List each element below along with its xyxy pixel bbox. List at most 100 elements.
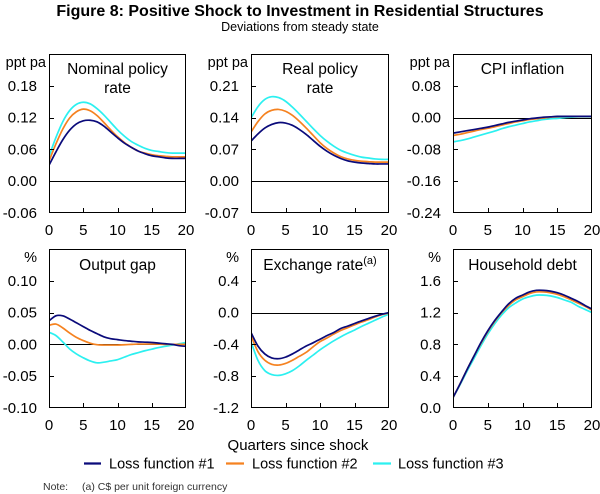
y-tick-label: 0.14 (210, 110, 239, 127)
y-unit-label: % (428, 250, 441, 266)
legend-label-loss-function-2: Loss function #2 (252, 457, 358, 473)
panel-title: CPI inflation (481, 61, 565, 78)
y-tick-label: 0.4 (218, 273, 239, 290)
line-exchange-rate-loss-function-2 (251, 312, 389, 366)
plot-frame-cpi-inflation (453, 54, 592, 213)
panel-exchange-rate: -1.2 -0.8 -0.4 0.0 0.4 0 5 10 15 20% Exchange rate… (213, 249, 398, 434)
line-cpi-inflation-loss-function-3 (453, 115, 592, 143)
y-tick-label: -0.07 (205, 205, 239, 222)
panel-title: rate (104, 80, 131, 97)
panel-title-text: Exchange rate (263, 257, 363, 274)
y-unit-label: % (226, 250, 239, 266)
y-unit-label: ppt pa (410, 55, 451, 71)
y-tick-label: -0.8 (213, 368, 239, 385)
y-unit-label: ppt pa (208, 55, 249, 71)
note-text: (a) C$ per unit foreign currency (82, 481, 228, 493)
y-tick-label: 0.05 (8, 305, 37, 322)
panel-household-debt: 0.0 0.4 0.8 1.2 1.6 0 5 10 15 20% Household debt (420, 249, 600, 434)
x-tick-label: 5 (484, 222, 492, 239)
x-tick-label: 20 (584, 417, 600, 434)
x-tick-label: 0 (449, 222, 457, 239)
x-tick-label: 5 (484, 417, 492, 434)
panel-nominal-policy-rate: -0.06 0.00 0.06 0.12 0.18 0 5 10 15 20 ppt pa Nomin… (3, 54, 195, 239)
y-tick-label: -0.06 (3, 205, 37, 222)
figure-subtitle: Deviations from steady state (221, 20, 379, 34)
y-tick-label: 0.00 (412, 110, 441, 127)
footnote-marker: (a) (363, 255, 376, 267)
x-tick-label: 15 (346, 222, 363, 239)
line-output-gap-loss-function-3 (49, 331, 186, 364)
x-tick-label: 15 (549, 222, 566, 239)
panel-title: Nominal policy (67, 61, 168, 78)
x-axis-label: Quarters since shock (228, 437, 369, 454)
y-tick-label: 0.00 (210, 173, 239, 190)
legend-label-loss-function-1: Loss function #1 (109, 457, 215, 473)
x-tick-label: 10 (514, 417, 531, 434)
x-tick-label: 10 (109, 222, 126, 239)
y-tick-label: 0.21 (210, 78, 239, 95)
x-tick-label: 10 (109, 417, 126, 434)
x-tick-label: 10 (312, 222, 329, 239)
line-real-policy-rate-loss-function-2 (251, 108, 389, 164)
line-exchange-rate-loss-function-3 (251, 313, 389, 377)
x-tick-label: 15 (143, 222, 160, 239)
y-tick-label: 0.10 (8, 273, 37, 290)
y-tick-label: 1.6 (420, 273, 441, 290)
x-tick-label: 15 (346, 417, 363, 434)
line-real-policy-rate-loss-function-1 (251, 121, 389, 165)
y-tick-label: -0.10 (3, 400, 37, 417)
panel-title: Exchange rate(a) (263, 255, 376, 274)
x-tick-label: 0 (45, 222, 53, 239)
panel-title: Household debt (468, 257, 577, 274)
x-tick-label: 20 (178, 222, 195, 239)
y-tick-label: 0.00 (8, 336, 37, 353)
y-tick-label: 0.18 (8, 78, 37, 95)
y-tick-label: -0.16 (407, 173, 441, 190)
panel-real-policy-rate: -0.07 0.00 0.07 0.14 0.21 0 5 10 15 20 ppt pa Real … (205, 54, 397, 239)
y-tick-label: -0.05 (3, 368, 37, 385)
x-tick-label: 5 (281, 417, 289, 434)
y-tick-label: 0.08 (412, 78, 441, 95)
x-tick-label: 20 (584, 222, 600, 239)
panel-cpi-inflation: -0.24 -0.16 -0.08 0.00 0.08 0 5 10 15 20 ppt pa CPI… (407, 54, 600, 239)
y-tick-label: 0.12 (8, 110, 37, 127)
y-tick-label: 0.4 (420, 368, 441, 385)
line-household-debt-loss-function-1 (453, 289, 592, 399)
x-tick-label: 0 (247, 417, 255, 434)
figure-title: Figure 8: Positive Shock to Investment i… (56, 3, 543, 20)
x-tick-label: 5 (79, 222, 87, 239)
y-tick-label: 0.0 (218, 305, 239, 322)
y-tick-label: -0.24 (407, 205, 441, 222)
panel-title: Output gap (79, 257, 156, 274)
line-exchange-rate-loss-function-1 (251, 311, 389, 360)
line-household-debt-loss-function-3 (453, 294, 592, 399)
plot-frame-output-gap (49, 249, 186, 408)
x-tick-label: 5 (281, 222, 289, 239)
plot-frame-nominal-policy-rate (49, 54, 186, 213)
line-output-gap-loss-function-1 (49, 314, 186, 348)
line-cpi-inflation-loss-function-1 (453, 115, 592, 134)
x-tick-label: 0 (247, 222, 255, 239)
line-nominal-policy-rate-loss-function-1 (49, 119, 186, 167)
panel-output-gap: -0.10 -0.05 0.00 0.05 0.10 0 5 10 15 20% Output ga… (3, 249, 195, 434)
x-tick-label: 20 (178, 417, 195, 434)
legend: Loss function #1 Loss function #2 Loss f… (84, 457, 504, 473)
x-tick-label: 0 (45, 417, 53, 434)
y-tick-label: 0.06 (8, 141, 37, 158)
note-label: Note: (43, 481, 68, 493)
x-tick-label: 10 (514, 222, 531, 239)
x-tick-label: 10 (312, 417, 329, 434)
y-tick-label: -1.2 (213, 400, 239, 417)
line-real-policy-rate-loss-function-3 (251, 95, 389, 161)
y-tick-label: -0.08 (407, 141, 441, 158)
panel-title: Real policy (282, 61, 358, 78)
plot-frame-household-debt (453, 249, 592, 408)
y-tick-label: 1.2 (420, 305, 441, 322)
x-tick-label: 5 (79, 417, 87, 434)
y-tick-label: -0.4 (213, 336, 239, 353)
x-tick-label: 20 (381, 417, 398, 434)
x-tick-label: 0 (449, 417, 457, 434)
